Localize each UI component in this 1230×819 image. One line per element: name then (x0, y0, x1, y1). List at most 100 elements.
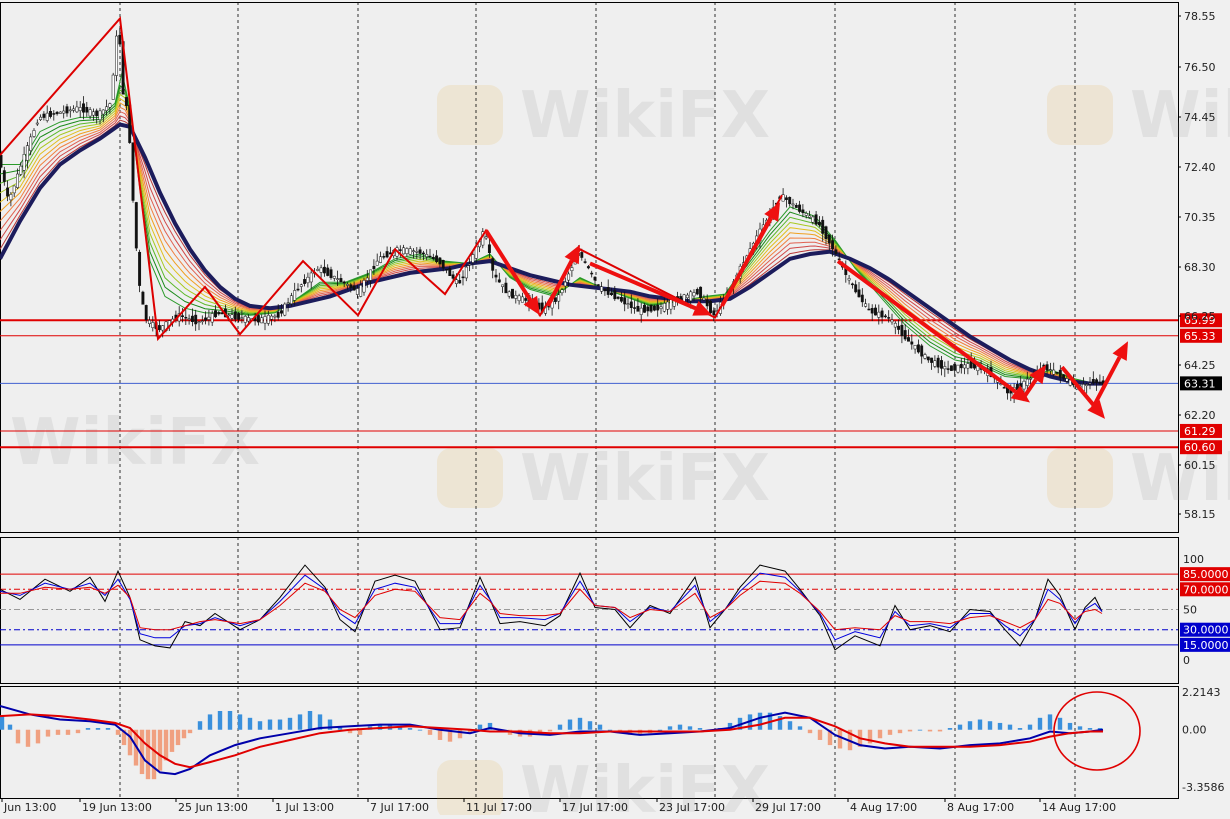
macd-histogram-bar (967, 721, 973, 730)
candle-body (296, 288, 300, 291)
candle-body (570, 267, 574, 271)
candle-body (220, 312, 224, 315)
candle-body (19, 165, 23, 175)
macd-histogram-bar (827, 729, 833, 746)
candle-body (877, 311, 881, 318)
candle-body (709, 301, 712, 314)
price-panel[interactable]: 65.99 65.33 63.31 61.29 60.60 78.55 76.50 74.45… (0, 10, 1222, 521)
macd-histogram-bar (947, 728, 953, 730)
candle-body (286, 302, 290, 305)
time-tick-label: 25 Jun 13:00 (178, 801, 248, 814)
macd-histogram-bar (217, 710, 223, 730)
macd-histogram-bar (867, 729, 873, 744)
ma-ribbon-line (0, 110, 1105, 385)
macd-histogram-bar (597, 724, 603, 730)
candle-body (910, 341, 914, 345)
candle-body (636, 305, 640, 312)
candle-body (824, 226, 828, 240)
candle-body (197, 321, 201, 324)
candle-body (557, 294, 561, 302)
candle-body (788, 196, 792, 205)
candle-body (207, 316, 211, 320)
price-badge: 65.99 (1180, 313, 1222, 328)
trend-arrow-shaft (484, 229, 533, 302)
candle-body (596, 284, 600, 286)
candle-body (593, 276, 597, 281)
candle-body (692, 292, 696, 297)
candle-body (567, 273, 571, 281)
candle-body (408, 248, 412, 255)
macd-histogram-bar (115, 729, 121, 735)
trend-arrow (484, 229, 540, 316)
candle-body (412, 250, 415, 252)
candle-body (124, 97, 128, 107)
trend-arrow (589, 261, 712, 316)
candle-body (9, 194, 13, 201)
macd-histogram-bar (757, 712, 763, 730)
candle-body (1022, 380, 1026, 390)
candle-body (867, 308, 871, 311)
price-tick-label: 64.25 (1184, 359, 1216, 372)
time-tick-label: 23 Jul 17:00 (659, 801, 725, 814)
candle-body (946, 368, 950, 370)
candle-body (461, 276, 465, 279)
trend-arrow (546, 244, 580, 307)
candle-body (435, 255, 439, 262)
candle-body (283, 303, 287, 316)
oscillator-badge-bg (1180, 567, 1230, 582)
macd-histogram-bar (121, 729, 127, 746)
candle-body (233, 311, 237, 320)
candle-body (0, 154, 3, 168)
macd-panel[interactable]: 2.2143 0.00 -3.3586 (0, 686, 1224, 794)
candle-body (804, 213, 808, 216)
candle-body (65, 106, 69, 114)
candle-body (864, 303, 868, 307)
oscillator-panel[interactable]: 100 85.0000 70.0000 50 30.0000 15.0000 0 (0, 553, 1230, 667)
macd-histogram-bar (105, 728, 111, 730)
candle-body (263, 316, 267, 324)
macd-histogram-bar (145, 729, 151, 780)
oscillator-badge-label: 70.0000 (1183, 583, 1229, 596)
price-badge-label: 65.99 (1184, 314, 1216, 327)
trend-arrow-shaft (1090, 356, 1122, 411)
candle-body (860, 294, 864, 303)
candle-body (88, 109, 92, 117)
macd-histogram-bar (347, 729, 353, 734)
candle-body (870, 308, 874, 314)
price-badge-bg (1180, 328, 1222, 343)
candle-body (610, 292, 613, 295)
candle-body (494, 274, 498, 278)
macd-histogram-bar (1057, 717, 1063, 730)
macd-histogram-bar (547, 729, 553, 732)
macd-histogram-bar (557, 724, 563, 730)
macd-histogram-bar (169, 729, 175, 752)
candle-body (108, 103, 112, 108)
price-tick-label: 78.55 (1184, 10, 1216, 23)
candle-body (507, 291, 511, 297)
macd-histogram-bar (163, 729, 169, 761)
candle-body (933, 360, 937, 367)
candle-body (332, 275, 336, 279)
trend-arrow-shaft (546, 259, 574, 307)
candle-body (118, 34, 122, 45)
candle-body (702, 297, 706, 301)
candle-body (200, 320, 204, 323)
candle-body (586, 266, 590, 269)
candle-body (517, 295, 521, 302)
candle-body (22, 154, 26, 171)
candle-body (438, 257, 442, 265)
candle-body (563, 281, 567, 287)
candle-body (652, 305, 656, 311)
macd-histogram-bar (927, 729, 933, 732)
candle-body (639, 307, 643, 315)
candle-body (883, 315, 887, 318)
candle-body (854, 284, 858, 293)
price-tick-label: 62.20 (1184, 409, 1216, 422)
macd-tick-label: 2.2143 (1182, 686, 1221, 699)
candle-body (1052, 369, 1056, 375)
macd-histogram-bar (1027, 724, 1033, 730)
candle-body (12, 185, 16, 194)
macd-histogram-bar (65, 729, 71, 735)
candle-body (817, 221, 821, 226)
